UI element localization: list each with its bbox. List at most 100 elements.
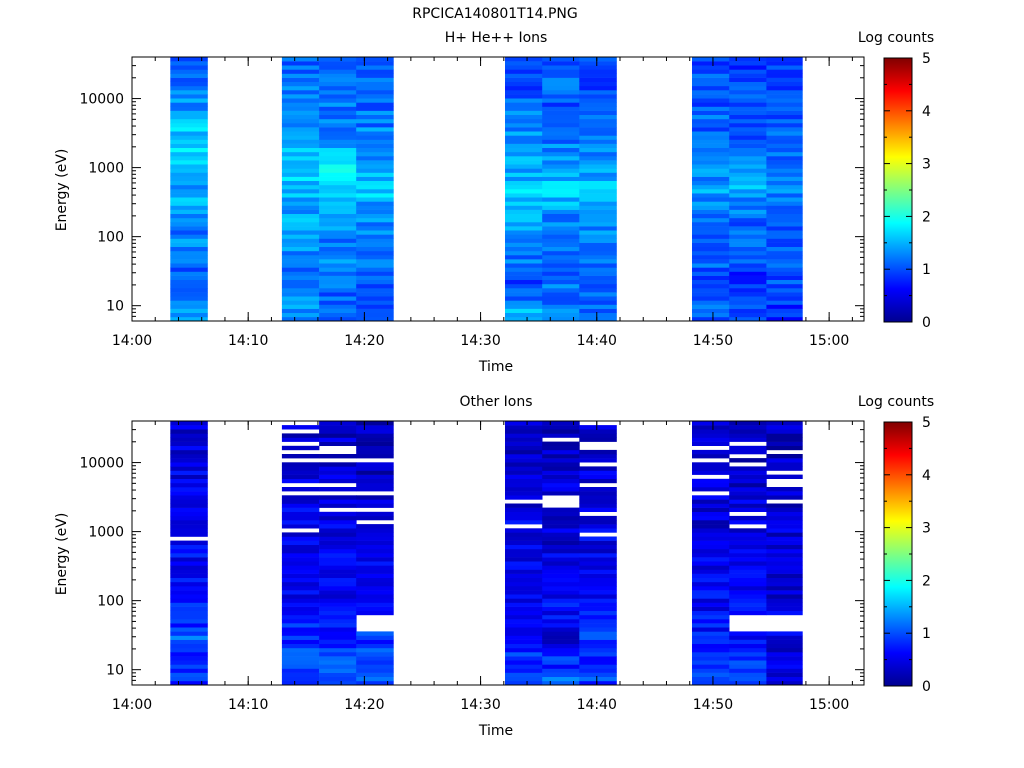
heatmap-cell <box>505 652 543 657</box>
heatmap-cell <box>319 65 357 70</box>
heatmap-cell <box>766 61 803 66</box>
heatmap-cell <box>505 226 543 231</box>
heatmap-cell <box>766 503 803 508</box>
heatmap-cell <box>692 454 730 459</box>
heatmap-cell <box>766 242 803 247</box>
heatmap-cell <box>542 668 580 673</box>
heatmap-cell <box>766 193 803 198</box>
heatmap-cell <box>692 61 730 66</box>
heatmap-cell <box>729 643 767 649</box>
heatmap-cell <box>170 680 208 686</box>
heatmap-cell <box>170 222 208 227</box>
heatmap-cell <box>729 283 767 289</box>
heatmap-cell <box>505 213 543 219</box>
heatmap-cell <box>505 466 543 471</box>
colorbar-gradient <box>883 57 913 323</box>
heatmap-cell <box>319 676 357 682</box>
heatmap-cell <box>170 478 208 484</box>
heatmap-cell <box>542 487 580 492</box>
heatmap-cell <box>766 437 803 442</box>
heatmap-cell <box>542 520 580 525</box>
heatmap-cell <box>356 449 394 455</box>
heatmap-cell <box>170 544 208 550</box>
heatmap-cell <box>356 139 394 144</box>
heatmap-cell <box>281 267 320 272</box>
heatmap-cell <box>766 267 803 272</box>
heatmap-cell <box>170 573 208 578</box>
heatmap-cell <box>170 156 208 161</box>
heatmap-cell <box>170 449 208 455</box>
heatmap-cell <box>505 445 543 451</box>
heatmap-cell <box>505 135 543 140</box>
heatmap-cell <box>319 478 357 484</box>
heatmap-cell <box>170 81 208 87</box>
heatmap-cell <box>692 524 730 529</box>
heatmap-cell <box>542 230 580 235</box>
heatmap-cell <box>281 238 320 243</box>
heatmap-cell <box>170 160 208 165</box>
heatmap-cell <box>766 94 803 99</box>
heatmap-cell <box>319 151 357 157</box>
heatmap-cell <box>542 652 580 657</box>
heatmap-cell <box>170 619 208 624</box>
colorbar: 0 1 2 3 4 5 <box>883 415 931 695</box>
heatmap-cell <box>692 300 730 305</box>
heatmap-cell <box>692 478 730 484</box>
heatmap-cell <box>505 569 543 574</box>
heatmap-cell <box>542 532 580 537</box>
heatmap-cell <box>766 511 803 517</box>
heatmap-cell <box>579 65 617 70</box>
heatmap-cell <box>356 61 394 66</box>
colorbar-tick-label: 4 <box>922 104 931 120</box>
heatmap-cell <box>542 259 580 264</box>
heatmap-cell <box>356 602 394 607</box>
heatmap-cell <box>319 160 357 165</box>
heatmap-cell <box>505 164 543 169</box>
heatmap-cell <box>579 507 617 512</box>
heatmap-cell <box>542 561 580 566</box>
panel-other-ions: Other Ions Log counts 14:00 14:10 14:20 14:… <box>54 394 934 739</box>
heatmap-cell <box>579 668 617 673</box>
heatmap-cell <box>356 680 394 686</box>
colorbar-tick-label: 0 <box>922 679 931 695</box>
heatmap-cell <box>579 433 617 438</box>
heatmap-cell <box>542 602 580 607</box>
heatmap-cell <box>692 246 730 252</box>
heatmap-cell <box>170 491 208 496</box>
heatmap-cell <box>356 98 394 103</box>
heatmap-cell <box>692 288 730 293</box>
heatmap-cell <box>729 532 767 537</box>
heatmap-cell <box>170 503 208 508</box>
heatmap-cell <box>692 184 730 190</box>
heatmap-cell <box>505 250 543 256</box>
heatmap-cell <box>281 598 320 603</box>
colorbar-tick-label: 3 <box>922 157 931 173</box>
heatmap-cell <box>692 147 730 153</box>
heatmap-cell <box>356 421 394 426</box>
heatmap-cell <box>766 255 803 260</box>
heatmap-cell <box>579 590 617 595</box>
heatmap-cell <box>542 511 580 517</box>
heatmap-cell <box>766 565 803 570</box>
heatmap-cell <box>766 127 803 132</box>
heatmap-cell <box>281 102 320 107</box>
heatmap-cell <box>542 255 580 260</box>
heatmap-cell <box>281 619 320 624</box>
heatmap-cell <box>729 672 767 677</box>
heatmap-cell <box>505 557 543 562</box>
heatmap-cell <box>319 425 357 430</box>
heatmap-cell <box>692 98 730 103</box>
heatmap-cell <box>356 454 394 459</box>
heatmap-cell <box>692 164 730 169</box>
heatmap-cell <box>356 106 394 111</box>
heatmap-cell <box>505 242 543 247</box>
heatmap-cell <box>281 520 320 525</box>
heatmap-cell <box>170 296 208 301</box>
heatmap-cell <box>729 90 767 95</box>
heatmap-cell <box>170 515 208 521</box>
y-axis-label: Energy (eV) <box>54 149 70 232</box>
heatmap-cell <box>542 594 580 599</box>
heatmap-cell <box>319 462 357 467</box>
heatmap-cell <box>356 495 394 500</box>
heatmap-cell <box>692 635 730 640</box>
